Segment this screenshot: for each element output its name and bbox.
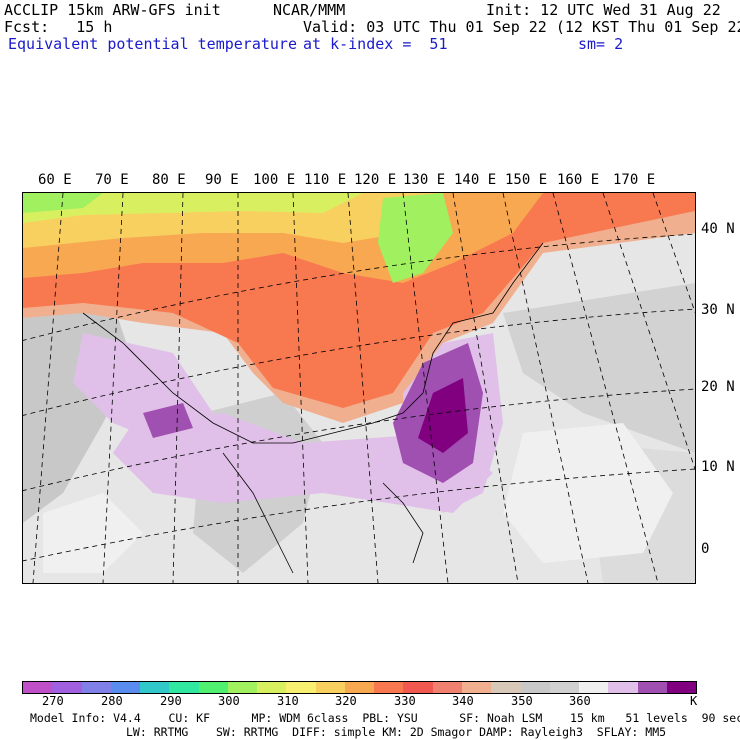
colorbar-segment — [286, 682, 316, 693]
colorbar-segment — [169, 682, 199, 693]
init-time: Init: 12 UTC Wed 31 Aug 22 — [486, 1, 721, 19]
lat-label: 40 N — [701, 221, 735, 237]
colorbar-segment — [23, 682, 53, 693]
colorbar-segment — [403, 682, 433, 693]
level-label: at k-index = 51 — [303, 35, 448, 53]
colorbar-unit: K — [690, 694, 698, 708]
model-info-line-2: LW: RRTMG SW: RRTMG DIFF: simple KM: 2D … — [126, 725, 667, 739]
lon-label: 70 E — [95, 172, 129, 188]
colorbar-segment — [608, 682, 638, 693]
lon-label: 150 E — [505, 172, 548, 188]
colorbar-tick-label: 270 — [42, 694, 64, 708]
lon-label: 170 E — [613, 172, 656, 188]
lon-label: 110 E — [304, 172, 347, 188]
colorbar-tick-label: 350 — [511, 694, 533, 708]
lat-label: 20 N — [701, 379, 735, 395]
colorbar-tick-label: 320 — [335, 694, 357, 708]
colorbar-segment — [110, 682, 141, 693]
colorbar-tick-label: 300 — [218, 694, 240, 708]
model-info-line-1: Model Info: V4.4 CU: KF MP: WDM 6class P… — [30, 711, 740, 725]
colorbar-segment — [227, 682, 258, 693]
colorbar-segment — [315, 682, 345, 693]
colorbar-tick-label: 340 — [452, 694, 474, 708]
colorbar-tick-label: 280 — [101, 694, 123, 708]
colorbar — [22, 681, 697, 694]
colorbar-segment — [81, 682, 111, 693]
lon-label: 80 E — [152, 172, 186, 188]
colorbar-segment — [52, 682, 82, 693]
colorbar-segment — [520, 682, 550, 693]
colorbar-tick-label: 360 — [569, 694, 591, 708]
colorbar-segment — [666, 682, 697, 693]
colorbar-segment — [549, 682, 580, 693]
forecast-hour: Fcst: 15 h — [4, 18, 113, 36]
colorbar-tick-label: 310 — [277, 694, 299, 708]
lat-label: 30 N — [701, 302, 735, 318]
colorbar-tick-label: 330 — [394, 694, 416, 708]
organization-label: NCAR/MMM — [273, 1, 346, 19]
colorbar-tick-label: 290 — [160, 694, 182, 708]
colorbar-segment — [374, 682, 404, 693]
model-title: ACCLIP 15km ARW-GFS init — [4, 1, 221, 19]
colorbar-segment — [257, 682, 287, 693]
valid-time: Valid: 03 UTC Thu 01 Sep 22 (12 KST Thu … — [303, 18, 740, 36]
lat-label: 0 — [701, 541, 710, 557]
field-name: Equivalent potential temperature — [8, 35, 297, 53]
colorbar-segment — [344, 682, 375, 693]
lon-label: 120 E — [354, 172, 397, 188]
lon-label: 130 E — [403, 172, 446, 188]
colorbar-segment — [491, 682, 521, 693]
colorbar-segment — [461, 682, 492, 693]
lon-label: 90 E — [205, 172, 239, 188]
map-panel — [22, 192, 696, 584]
colorbar-segment — [637, 682, 667, 693]
colorbar-segment — [140, 682, 170, 693]
lon-label: 140 E — [454, 172, 497, 188]
colorbar-segment — [579, 682, 609, 693]
lon-label: 160 E — [557, 172, 600, 188]
lat-label: 10 N — [701, 459, 735, 475]
lon-label: 60 E — [38, 172, 72, 188]
smoothing-label: sm= 2 — [578, 35, 624, 53]
lon-label: 100 E — [253, 172, 296, 188]
colorbar-segment — [432, 682, 462, 693]
equivalent-potential-temperature-field — [23, 193, 695, 583]
colorbar-segment — [198, 682, 228, 693]
